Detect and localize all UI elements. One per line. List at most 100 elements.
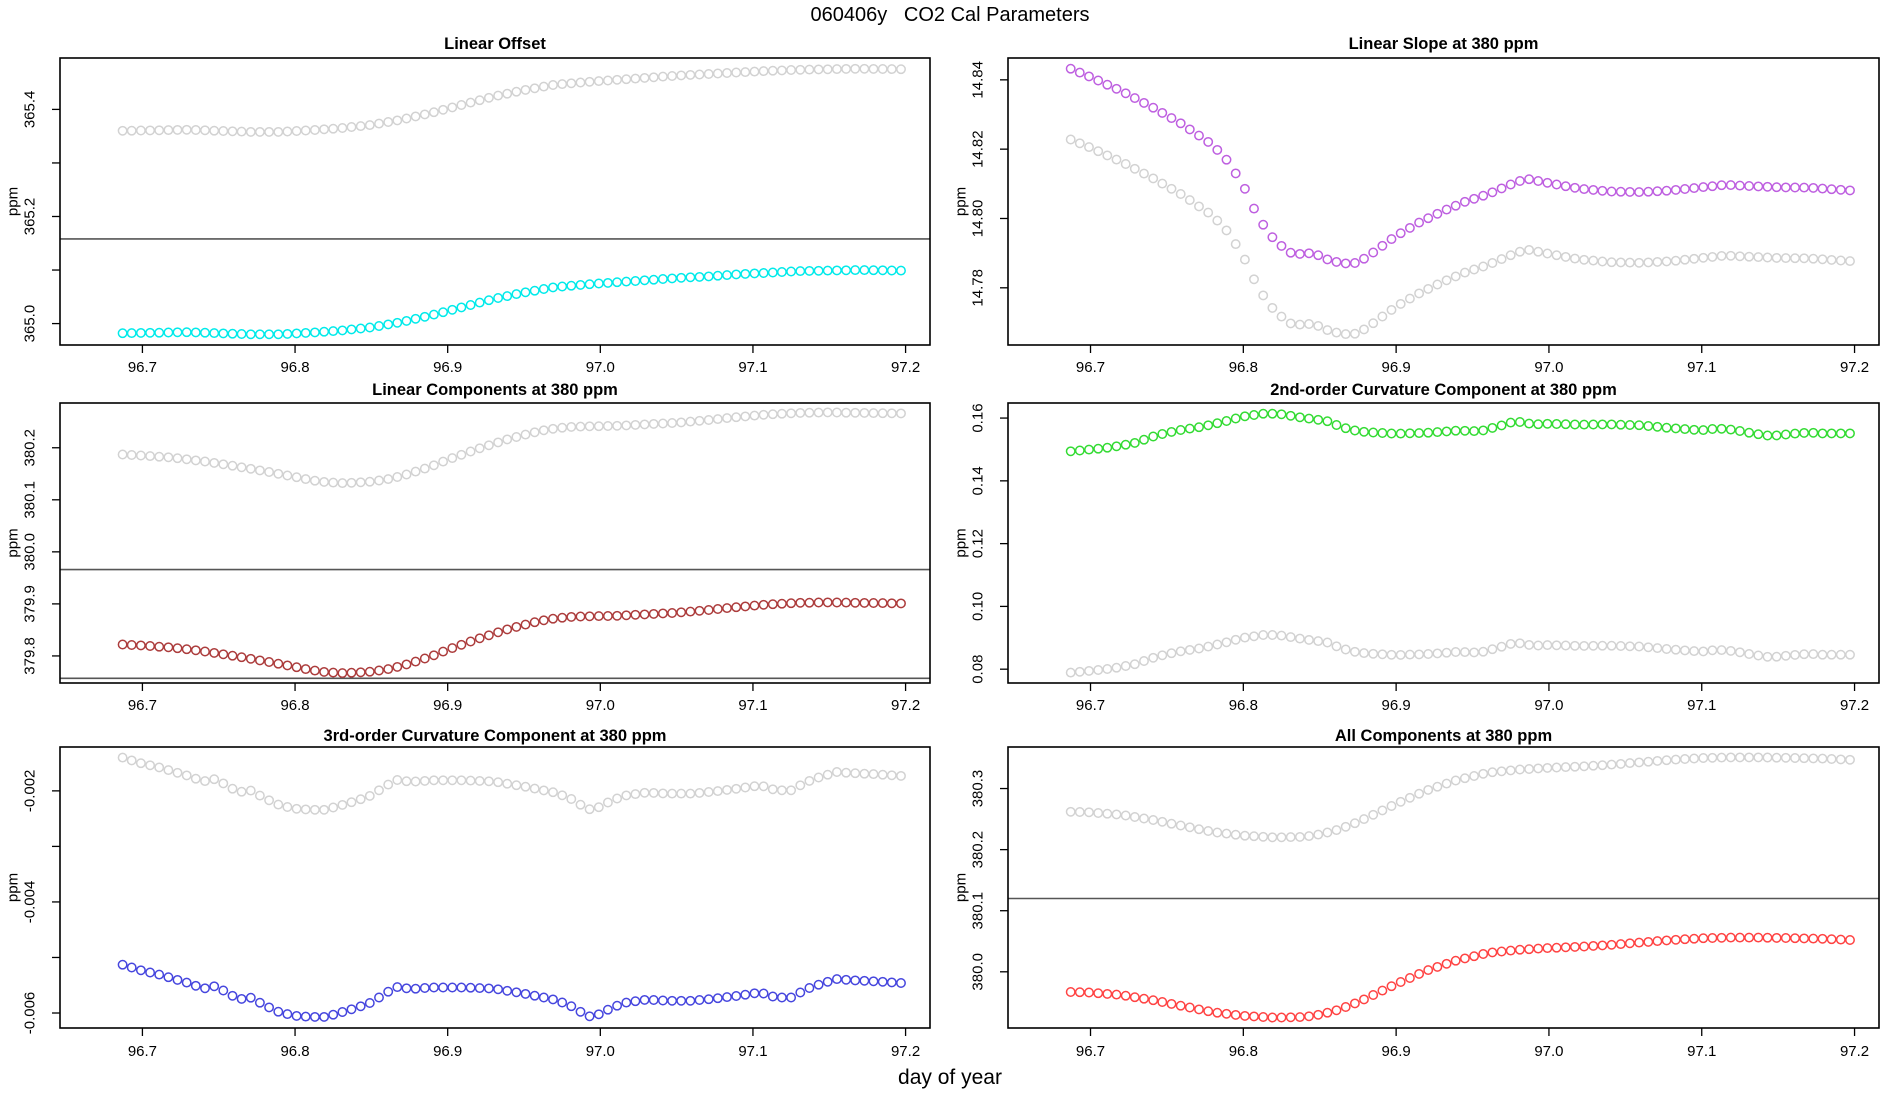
data-point xyxy=(1129,659,1140,670)
data-point xyxy=(218,778,229,789)
data-point xyxy=(364,790,375,801)
data-point xyxy=(1725,752,1736,763)
data-point xyxy=(1441,275,1452,286)
data-point xyxy=(383,474,394,485)
data-point xyxy=(337,1007,348,1017)
x-tick-label: 96.7 xyxy=(128,697,157,714)
data-point xyxy=(575,421,586,432)
data-point xyxy=(1129,992,1140,1003)
data-point xyxy=(1258,408,1269,419)
data-point xyxy=(1551,179,1562,190)
data-point xyxy=(877,976,888,987)
data-point xyxy=(236,329,247,339)
y-tick-label: 365.2 xyxy=(22,198,39,236)
data-point xyxy=(1524,764,1535,774)
data-point xyxy=(1423,965,1434,976)
data-point xyxy=(1423,213,1434,224)
data-point xyxy=(639,419,650,430)
data-point xyxy=(1597,256,1608,267)
data-point xyxy=(401,659,412,670)
data-point xyxy=(200,646,210,657)
data-point xyxy=(538,81,549,92)
data-point xyxy=(502,434,513,445)
data-point xyxy=(1368,247,1379,258)
data-point xyxy=(1239,411,1250,422)
data-point xyxy=(1395,298,1406,309)
data-point xyxy=(593,278,604,289)
data-point xyxy=(273,468,284,479)
y-axis-unit-label: ppm xyxy=(953,187,970,216)
data-point xyxy=(1487,644,1498,655)
data-point xyxy=(1643,186,1654,197)
data-point xyxy=(236,652,247,663)
data-point xyxy=(1359,814,1369,825)
data-point xyxy=(291,328,302,339)
data-point xyxy=(511,432,522,442)
data-point xyxy=(1624,938,1635,949)
data-point xyxy=(648,274,659,285)
data-point xyxy=(1634,641,1645,652)
data-point xyxy=(1230,829,1241,840)
data-point xyxy=(181,644,192,655)
data-point xyxy=(1212,639,1223,650)
data-point xyxy=(841,407,852,418)
data-point xyxy=(1065,446,1076,457)
data-point xyxy=(1753,181,1764,192)
data-point xyxy=(1285,832,1296,843)
data-point xyxy=(529,617,540,628)
data-point xyxy=(1157,178,1168,189)
data-point xyxy=(1725,932,1736,943)
data-point xyxy=(1139,97,1149,108)
data-point xyxy=(1698,182,1709,193)
data-point xyxy=(1845,935,1855,945)
data-point xyxy=(438,982,449,993)
data-point xyxy=(227,328,238,339)
data-point xyxy=(1139,168,1149,179)
data-point xyxy=(511,86,522,97)
data-point xyxy=(575,279,586,290)
x-tick-label: 96.9 xyxy=(1382,359,1411,376)
data-point xyxy=(1258,831,1269,842)
data-point xyxy=(1780,182,1791,193)
data-point xyxy=(172,767,183,778)
data-point xyxy=(1469,193,1480,204)
data-point xyxy=(447,102,458,113)
data-point xyxy=(1450,200,1461,211)
data-point xyxy=(209,981,220,992)
data-point xyxy=(1065,667,1076,678)
data-point xyxy=(667,273,678,284)
data-point xyxy=(1762,181,1773,192)
data-point xyxy=(1377,805,1388,816)
data-point xyxy=(1615,641,1626,651)
data-point xyxy=(465,775,476,786)
data-point xyxy=(291,803,302,814)
data-point xyxy=(181,327,192,338)
data-point xyxy=(813,265,824,276)
data-point xyxy=(355,323,366,334)
data-point xyxy=(694,787,705,798)
y-axis-unit-label: ppm xyxy=(5,528,22,557)
data-point xyxy=(1533,176,1544,186)
data-point xyxy=(786,65,797,75)
data-point xyxy=(1239,254,1250,265)
data-point xyxy=(1313,414,1324,425)
data-point xyxy=(896,978,906,988)
data-point xyxy=(776,65,787,76)
data-point xyxy=(410,656,421,667)
data-point xyxy=(419,463,430,474)
data-point xyxy=(1496,420,1507,431)
x-tick-label: 97.2 xyxy=(1840,359,1869,376)
data-point xyxy=(1799,933,1810,944)
data-point xyxy=(145,327,156,338)
data-point xyxy=(1661,185,1672,196)
data-point xyxy=(1093,665,1104,675)
data-point xyxy=(1423,427,1434,438)
data-point xyxy=(548,994,558,1005)
data-point xyxy=(1744,932,1755,943)
data-point xyxy=(694,605,705,616)
data-point xyxy=(1074,445,1085,456)
data-point xyxy=(740,601,751,612)
data-point xyxy=(126,962,137,973)
data-point xyxy=(1386,649,1397,660)
data-point xyxy=(374,665,384,676)
